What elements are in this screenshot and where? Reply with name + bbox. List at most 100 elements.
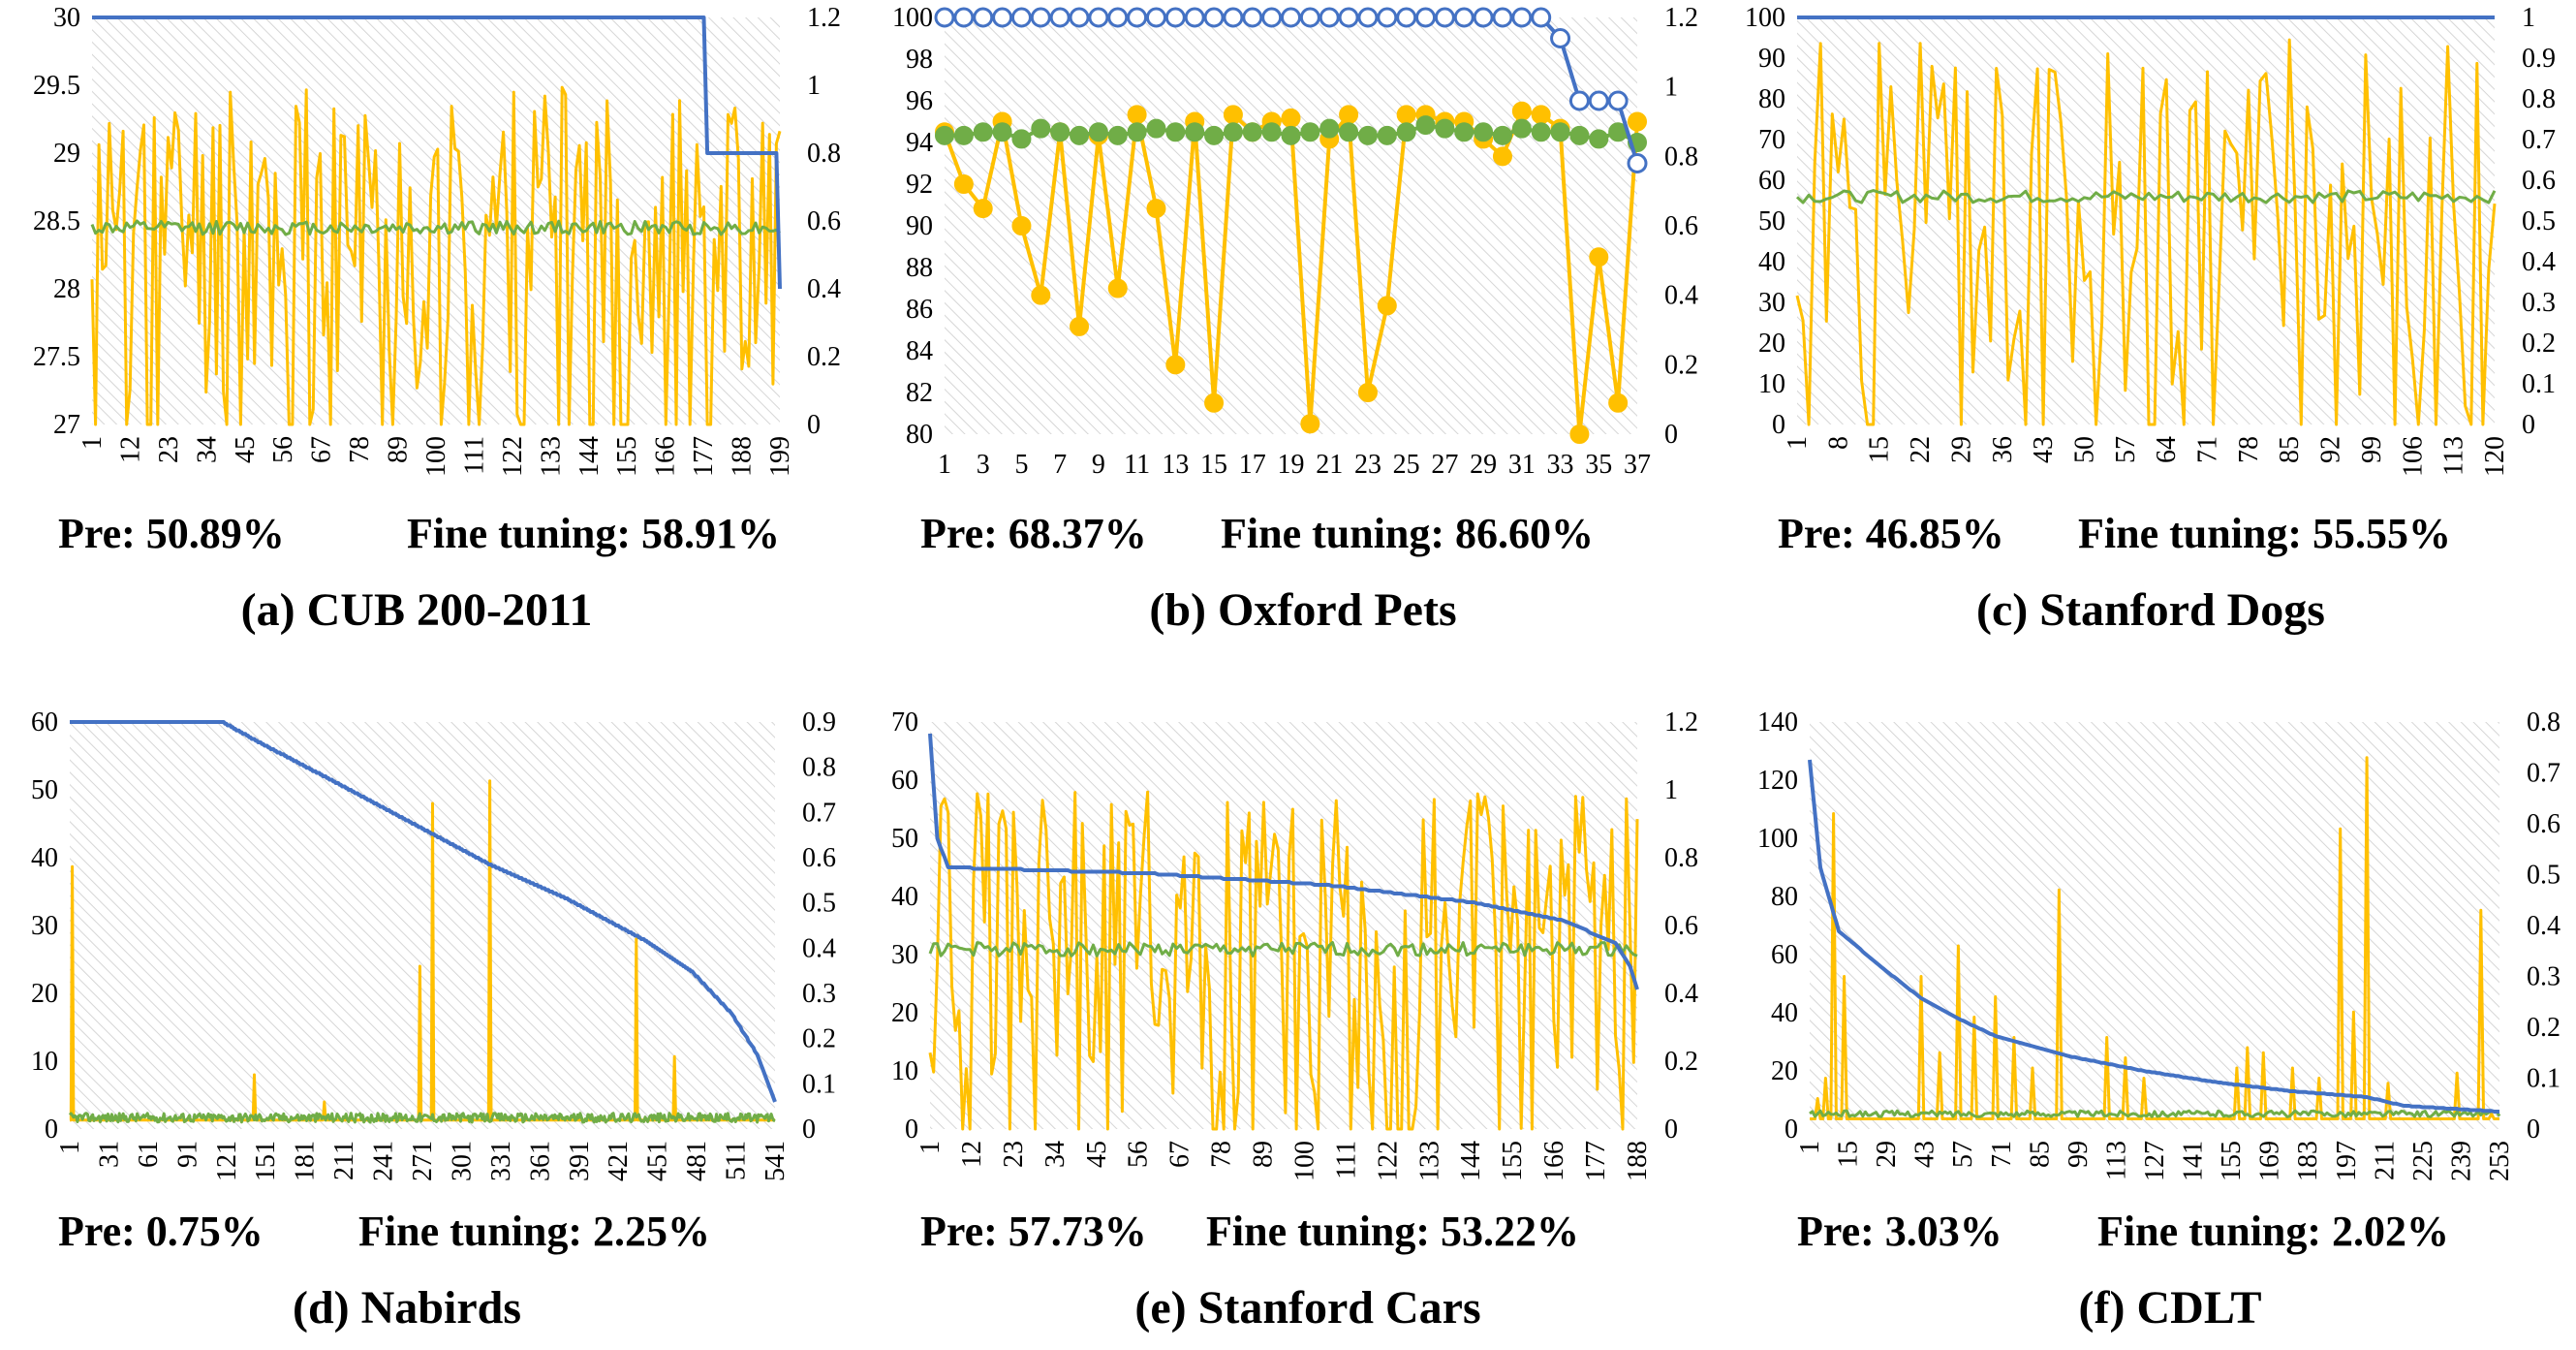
point-blue-b [1107,7,1129,28]
left-tick-d: 20 [31,979,58,1009]
x-tick-a: 1 [78,436,108,450]
x-tick-d: 61 [134,1141,164,1168]
right-tick-e: 0 [1664,1115,1678,1145]
point-green-b [1435,118,1455,139]
point-green-b [1589,129,1609,149]
x-tick-f: 85 [2025,1141,2055,1168]
x-tick-c: 99 [2357,436,2387,463]
right-tick-a: 0 [807,410,821,440]
x-tick-a: 199 [765,436,795,477]
x-tick-a: 144 [574,436,605,477]
series-line-green-e [928,941,1638,958]
title-e: (e) Stanford Cars [1134,1282,1480,1334]
left-tick-e: 70 [891,707,918,738]
x-tick-f: 57 [1948,1141,1978,1168]
left-tick-c: 20 [1758,329,1785,359]
left-tick-a: 27 [53,410,80,440]
point-blue-b [1453,7,1474,28]
point-blue-b [1223,7,1244,28]
panel-c: Pre: 46.85% Fine tuning: 55.55% (c) Stan… [1778,510,2451,636]
series-line-blue-e [928,733,1639,990]
x-tick-e: 56 [1124,1141,1154,1168]
right-tick-c: 0.2 [2522,329,2556,359]
right-tick-d: 0.4 [802,933,836,963]
title-b: (b) Oxford Pets [1149,584,1456,636]
right-tick-a: 1 [807,71,821,101]
point-blue-b [1242,7,1263,28]
right-tick-e: 0.8 [1664,843,1698,873]
right-tick-e: 1.2 [1664,707,1698,738]
series-line-yellow-c [1795,38,2497,426]
series-line-blue-f [1808,759,2499,1114]
series-line-blue-a [92,16,782,290]
left-tick-a: 27.5 [33,342,80,372]
point-yellow-b [1011,216,1032,235]
left-tick-f: 140 [1757,707,1798,738]
left-tick-a: 29 [53,139,80,169]
x-tick-d: 481 [682,1141,712,1181]
point-blue-b [1550,28,1571,48]
x-tick-b: 5 [1014,450,1028,480]
left-tick-f: 20 [1771,1056,1798,1086]
point-yellow-b [1127,105,1147,125]
x-tick-f: 169 [2255,1141,2285,1181]
right-tick-a: 1.2 [807,3,841,33]
x-tick-d: 331 [486,1141,516,1181]
x-tick-e: 177 [1581,1141,1611,1181]
x-tick-b: 9 [1092,450,1105,480]
right-tick-c: 0 [2522,410,2535,440]
pre-label-b: Pre: 68.37% [920,510,1147,557]
left-tick-f: 120 [1757,766,1798,796]
x-tick-e: 155 [1498,1141,1528,1181]
x-tick-d: 31 [94,1141,124,1168]
plot-background-b [945,17,1637,434]
x-tick-f: 1 [1795,1141,1825,1154]
series-line-green-c [1795,189,2497,204]
point-blue-b [1319,7,1340,28]
right-tick-d: 0.6 [802,843,836,873]
point-blue-b [1473,7,1494,28]
point-yellow-b [1396,105,1416,125]
point-blue-b [992,7,1013,28]
right-tick-d: 0.5 [802,889,836,919]
point-green-b [1474,122,1494,142]
x-tick-e: 23 [999,1141,1029,1168]
point-yellow-b [1223,105,1243,125]
x-tick-d: 151 [251,1141,281,1181]
series-line-yellow-e [928,790,1639,1131]
x-tick-b: 21 [1316,450,1343,480]
point-yellow-b [1300,414,1320,434]
chart-b: 80 82 84 86 88 90 92 94 96 98 100 0 0.2 0.4 0.6 0.8 1 1.2… [892,3,1698,480]
point-green-b [1127,122,1147,142]
plot-background-d [70,722,775,1129]
pre-label-f: Pre: 3.03% [1797,1208,2002,1255]
x-tick-e: 188 [1623,1141,1653,1181]
right-tick-d: 0.1 [802,1069,836,1099]
point-blue-b [1434,7,1455,28]
x-tick-f: 239 [2446,1141,2476,1181]
point-green-b [1339,122,1359,142]
point-blue-b [1010,7,1032,28]
x-tick-d: 241 [369,1141,399,1181]
left-tick-a: 28 [53,274,80,304]
point-blue-b [1588,90,1609,111]
point-blue-b [1184,7,1205,28]
x-tick-f: 197 [2332,1141,2362,1181]
left-tick-b: 84 [906,336,933,366]
point-green-b [1088,122,1108,142]
x-tick-e: 100 [1289,1141,1319,1181]
x-tick-c: 113 [2439,436,2469,476]
panel-d: Pre: 0.75% Fine tuning: 2.25% (d) Nabird… [58,1208,710,1334]
x-tick-e: 133 [1414,1141,1444,1181]
left-tick-e: 40 [891,882,918,912]
point-blue-b [1627,153,1648,173]
left-tick-f: 60 [1771,940,1798,970]
x-tick-c: 15 [1865,436,1895,463]
x-tick-a: 166 [651,436,681,477]
point-yellow-b [1357,383,1378,402]
point-blue-b [1377,7,1398,28]
x-tick-e: 89 [1249,1141,1279,1168]
x-tick-f: 225 [2408,1141,2438,1181]
left-tick-c: 30 [1758,288,1785,318]
plot-background-f [1810,722,2499,1129]
